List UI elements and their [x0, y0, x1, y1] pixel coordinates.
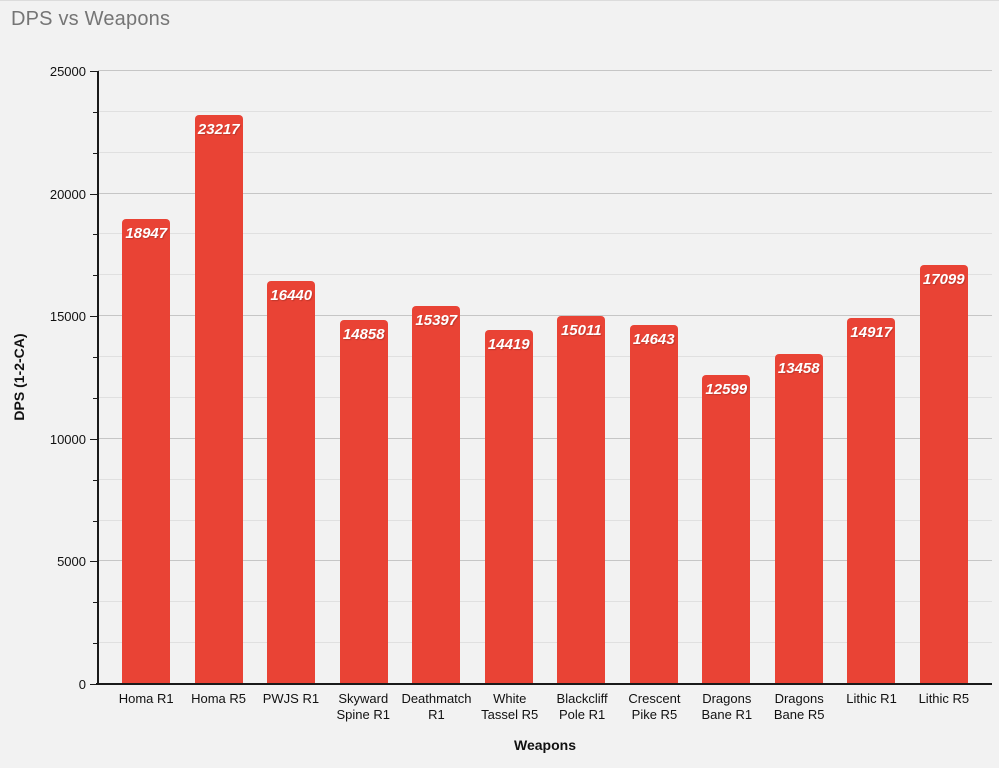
y-tick-labels: 0 5000 10000 15000 20000 25000: [0, 64, 86, 692]
bar-homa-r5[interactable]: 23217: [194, 114, 243, 684]
bar-white-tassel-r5[interactable]: 14419: [484, 330, 533, 684]
x-category-label: Skyward Spine R1: [336, 691, 390, 722]
minor-gridline: [98, 233, 992, 235]
bar-value-label: 15011: [560, 321, 602, 339]
y-minor-tick: [93, 234, 98, 236]
y-tick-label: 10000: [49, 431, 86, 447]
x-category-label: Lithic R1: [846, 691, 897, 706]
y-major-tick: [90, 561, 98, 563]
bar-slot: 14643: [618, 71, 691, 684]
bar-slot: 17099: [908, 71, 981, 684]
bar-slot: 23217: [183, 71, 256, 684]
bar-value-label: 14917: [850, 324, 893, 342]
y-minor-tick: [93, 520, 98, 522]
y-tick-label: 25000: [49, 64, 86, 79]
y-tick-label: 5000: [57, 554, 86, 570]
x-category-label: Crescent Pike R5: [628, 691, 681, 722]
bar-dragons-bane-r5[interactable]: 13458: [774, 354, 823, 684]
bar-value-label: 23217: [197, 120, 240, 138]
minor-gridline: [98, 601, 992, 603]
minor-gridline: [98, 356, 992, 358]
bar-skyward-spine-r1[interactable]: 14858: [339, 319, 388, 684]
bar-slot: 12599: [690, 71, 763, 684]
major-gridline: [98, 315, 992, 317]
minor-gridline: [98, 274, 992, 276]
bar-value-label: 18947: [125, 225, 168, 243]
bar-pwjs-r1[interactable]: 16440: [267, 280, 316, 684]
y-minor-tick: [93, 357, 98, 359]
major-gridline: [98, 192, 992, 194]
minor-gridline: [98, 110, 992, 112]
plot-area: 18947 23217 16440 14858 15397 14419 15011 14643…: [98, 70, 992, 684]
bar-dragons-bane-r1[interactable]: 12599: [702, 375, 751, 684]
x-category-label: Lithic R5: [918, 691, 970, 706]
y-minor-tick: [93, 602, 98, 604]
x-category-label: Dragons Bane R1: [701, 691, 753, 722]
x-category-label: White Tassel R5: [481, 691, 539, 722]
y-minor-tick: [93, 111, 98, 113]
x-category-label: Blackcliff Pole R1: [556, 691, 608, 722]
x-category-label: PWJS R1: [262, 691, 320, 706]
bar-value-label: 16440: [270, 286, 313, 304]
bar-value-label: 17099: [922, 270, 965, 288]
bar-blackcliff-pole-r1[interactable]: 15011: [557, 315, 606, 684]
major-gridline: [98, 70, 992, 71]
bar-value-label: 15397: [415, 312, 458, 330]
y-minor-tick: [93, 397, 98, 399]
bar-value-label: 14858: [342, 325, 385, 343]
bar-slot: 16440: [255, 71, 328, 684]
bar-slot: 18947: [110, 71, 183, 684]
minor-gridline: [98, 478, 992, 480]
minor-gridline: [98, 519, 992, 521]
y-tick-label: 20000: [49, 186, 86, 202]
bar-slot: 14419: [473, 71, 546, 684]
bar-slot: 13458: [763, 71, 836, 684]
y-major-tick: [90, 71, 98, 72]
bar-homa-r1[interactable]: 18947: [122, 219, 171, 684]
y-minor-tick: [93, 643, 98, 645]
bar-value-label: 14419: [487, 336, 530, 354]
y-minor-tick: [93, 275, 98, 277]
minor-gridline: [98, 642, 992, 644]
bar-deathmatch-r1[interactable]: 15397: [412, 306, 461, 684]
chart-title: DPS vs Weapons: [11, 8, 171, 30]
major-gridline: [98, 560, 992, 562]
y-axis-line: [97, 71, 99, 685]
y-major-tick: [90, 316, 98, 318]
x-axis-title: Weapons: [514, 737, 576, 753]
bar-value-label: 14643: [632, 330, 675, 348]
y-axis-title: DPS (1-2-CA): [11, 333, 27, 421]
y-tick-label: 0: [78, 677, 86, 692]
y-tick-label: 15000: [49, 309, 86, 325]
bar-value-label: 12599: [705, 381, 748, 399]
bar-slot: 14858: [328, 71, 401, 684]
bar-value-label: 13458: [777, 360, 820, 378]
y-minor-tick: [93, 152, 98, 154]
x-category-label: Deathmatch R1: [401, 691, 472, 722]
x-category-label: Homa R5: [191, 691, 246, 706]
x-category-labels: Homa R1 Homa R5 PWJS R1 Skyward Spine R1 Dea…: [110, 691, 980, 723]
bar-slot: 15397: [400, 71, 473, 684]
x-axis-line: [96, 683, 992, 685]
bar-lithic-r5[interactable]: 17099: [919, 264, 968, 684]
major-gridline: [98, 437, 992, 439]
bars-row: 18947 23217 16440 14858 15397 14419 15011 14643…: [110, 71, 980, 684]
y-minor-tick: [93, 479, 98, 481]
bar-slot: 14917: [835, 71, 908, 684]
minor-gridline: [98, 151, 992, 153]
bar-lithic-r1[interactable]: 14917: [847, 318, 896, 684]
x-category-label: Dragons Bane R5: [773, 691, 825, 722]
bar-slot: 15011: [545, 71, 618, 684]
y-major-tick: [90, 438, 98, 440]
x-category-label: Homa R1: [118, 691, 174, 706]
y-major-tick: [90, 684, 98, 685]
minor-gridline: [98, 396, 992, 398]
y-major-tick: [90, 193, 98, 195]
bar-crescent-pike-r5[interactable]: 14643: [629, 324, 678, 684]
